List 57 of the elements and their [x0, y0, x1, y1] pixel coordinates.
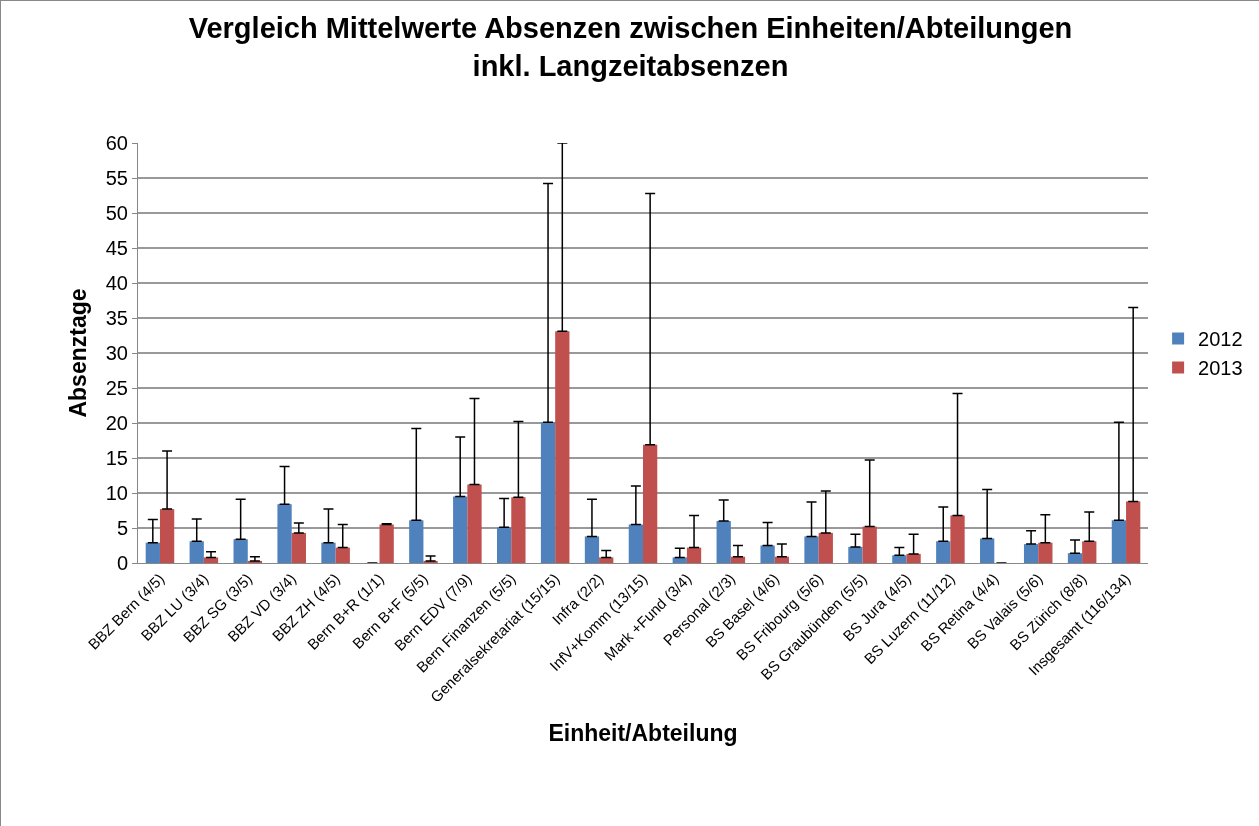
bar	[848, 546, 863, 563]
bar	[1111, 520, 1127, 563]
bar	[145, 542, 160, 563]
y-tick-label: 35	[105, 307, 128, 329]
bar	[628, 524, 643, 563]
y-axis-title: Absenztage	[65, 288, 92, 418]
bar	[760, 545, 775, 563]
legend-label: 2012	[1198, 328, 1243, 351]
bar	[1023, 544, 1039, 563]
bar	[277, 504, 292, 563]
bar	[540, 422, 556, 563]
bar	[335, 547, 350, 563]
bar	[321, 542, 336, 563]
y-tick-label: 45	[105, 237, 128, 259]
bar	[233, 539, 248, 563]
y-tick-label: 0	[116, 552, 128, 574]
bar	[409, 520, 424, 563]
x-axis-title: Einheit/Abteilung	[548, 720, 738, 747]
bar	[379, 524, 394, 563]
bar	[643, 444, 658, 563]
y-tick-label: 15	[105, 447, 128, 469]
bar	[453, 496, 468, 563]
bar	[950, 515, 965, 563]
bar	[159, 509, 175, 563]
bar	[1126, 501, 1141, 563]
bar	[818, 532, 833, 563]
y-tick-label: 55	[105, 167, 128, 189]
bar	[555, 331, 570, 563]
y-tick-label: 20	[105, 412, 128, 434]
bar	[686, 547, 702, 563]
bar	[511, 497, 526, 563]
bar	[496, 527, 512, 563]
bar	[1067, 553, 1083, 563]
bar	[936, 541, 951, 563]
bar	[467, 484, 482, 563]
y-tick-label: 50	[105, 202, 128, 224]
y-tick-label: 30	[105, 342, 128, 364]
bar	[774, 556, 790, 563]
bar	[980, 538, 995, 563]
y-tick-label: 5	[116, 517, 128, 539]
bar	[1082, 541, 1097, 563]
bar	[730, 556, 746, 563]
bar	[716, 521, 731, 563]
y-tick-label: 25	[105, 377, 128, 399]
bar	[892, 555, 907, 563]
chart-title: Vergleich Mittelwerte Absenzen zwischen Einheiten/Abteilungen inkl. Langzeitabsenzen	[188, 12, 1073, 82]
legend-label: 2013	[1198, 357, 1243, 380]
y-tick-label: 40	[105, 272, 128, 294]
bar	[189, 541, 204, 563]
bar	[862, 526, 877, 563]
bar	[584, 536, 600, 563]
bar	[804, 536, 819, 563]
bar	[291, 532, 306, 563]
y-tick-label: 60	[105, 132, 128, 154]
bar	[1038, 542, 1053, 563]
y-tick-label: 10	[105, 482, 128, 504]
bar	[906, 553, 921, 563]
